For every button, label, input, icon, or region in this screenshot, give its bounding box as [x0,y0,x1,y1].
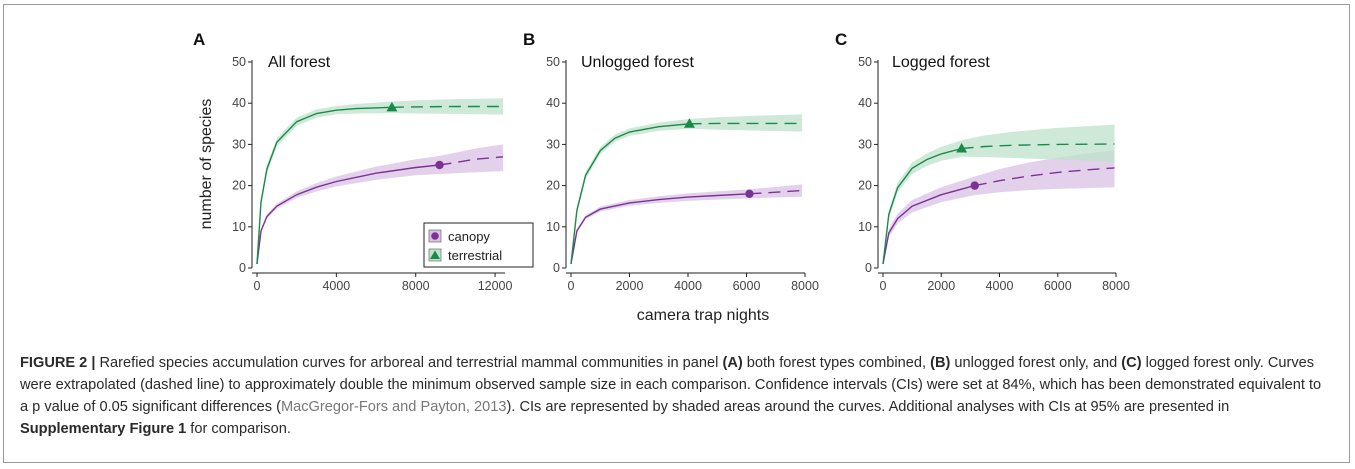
x-tick-label: 8000 [402,279,430,293]
terrestrial-observed-line [256,106,392,264]
y-tick-label: 50 [546,55,560,69]
x-tick-label: 8000 [791,279,819,293]
figure-frame [3,4,1350,463]
legend: canopy terrestrial [423,222,534,268]
y-tick-label: 50 [858,55,872,69]
figure-charts: number of species camera trap nights 0 10… [193,30,1130,324]
canopy-confidence-band [883,150,1115,264]
terrestrial-observed-marker [956,143,968,153]
caption-lead: FIGURE 2 | [20,355,96,371]
terrestrial-extrapolated-line [961,143,1115,150]
y-tick-label: 30 [858,137,872,151]
legend-box [423,222,534,268]
caption-text-3: unlogged forest only, and [950,355,1122,371]
legend-canopy-marker [431,232,439,240]
canopy-extrapolated-line [974,167,1115,187]
x-tick-label: 4000 [986,279,1014,293]
y-tick-label: 10 [232,220,246,234]
panel-title: Logged forest [892,54,990,71]
x-tick-label: 12000 [478,279,513,293]
panel-label: A [193,30,205,49]
panel-a: 0 10 20 30 40 50 0 4000 8000 12000 A All forest [193,30,513,293]
canopy-observed-line [570,193,750,265]
canopy-observed-line [882,184,975,265]
y-tick-label: 20 [858,179,872,193]
panel-label: B [523,30,535,49]
legend-canopy-label: canopy [448,229,490,244]
canopy-observed-marker [970,181,979,190]
y-tick-label: 10 [546,220,560,234]
x-tick-label: 2000 [616,279,644,293]
x-tick-label: 2000 [927,279,955,293]
citation-link[interactable]: MacGregor-Fors and Payton, 2013 [280,399,507,415]
panel-c: 0 10 20 30 40 50 0 2000 4000 6000 8000 C Logged fore… [835,30,1130,293]
panel-title: All forest [268,54,331,71]
y-tick-label: 40 [546,96,560,110]
x-tick-label: 6000 [1044,279,1072,293]
caption-panel-b: (B) [930,355,951,371]
x-tick-label: 6000 [733,279,761,293]
y-axis-label: number of species [198,99,215,230]
canopy-extrapolated-line [749,189,803,195]
y-tick-label: 30 [546,137,560,151]
panel-b: 0 10 20 30 40 50 0 2000 4000 6000 8000 B Unlogged fo… [523,30,819,293]
terrestrial-confidence-band [571,114,803,264]
y-tick-label: 40 [232,96,246,110]
terrestrial-extrapolated-line [391,105,503,108]
x-axis-label: camera trap nights [637,307,770,324]
x-tick-label: 4000 [674,279,702,293]
terrestrial-observed-line [570,123,690,264]
terrestrial-observed-marker [386,101,398,112]
caption-text-6: for comparison. [186,421,291,437]
x-tick-label: 0 [880,279,887,293]
supplementary-figure-ref: Supplementary Figure 1 [20,421,187,437]
canopy-extrapolated-line [439,156,504,166]
y-tick-label: 40 [858,96,872,110]
legend-terrestrial-marker [430,250,440,259]
y-tick-label: 50 [232,55,246,69]
x-tick-label: 8000 [1102,279,1130,293]
figure-caption: FIGURE 2 | Rarefied species accumulation… [20,352,1330,440]
legend-terrestrial-label: terrestrial [448,248,502,263]
panel-title: Unlogged forest [581,54,695,71]
caption-text-4: logged forest only. Curves were extrapol… [20,355,1322,415]
canopy-observed-marker [435,160,444,170]
caption-panel-c: (C) [1121,355,1142,371]
terrestrial-confidence-band [883,124,1115,264]
y-tick-label: 0 [865,261,872,275]
caption-text-2: both forest types combined, [742,355,931,371]
x-tick-label: 4000 [322,279,350,293]
x-tick-label: 0 [568,279,575,293]
panel-label: C [835,30,847,49]
y-tick-label: 10 [858,220,872,234]
y-tick-label: 0 [553,261,560,275]
terrestrial-observed-marker [683,118,695,128]
canopy-observed-marker [745,189,754,199]
canopy-confidence-band [571,184,803,264]
terrestrial-observed-line [882,147,962,264]
y-tick-label: 20 [546,179,560,193]
y-tick-label: 30 [232,137,246,151]
x-tick-label: 0 [254,279,261,293]
caption-text-1: Rarefied species accumulation curves for… [95,355,723,371]
y-tick-label: 0 [239,261,246,275]
caption-text-5: ). CIs are represented by shaded areas a… [506,399,1230,415]
y-tick-label: 20 [232,179,246,193]
canopy-observed-line [256,164,440,264]
canopy-confidence-band [257,144,504,264]
caption-panel-a: (A) [722,355,743,371]
